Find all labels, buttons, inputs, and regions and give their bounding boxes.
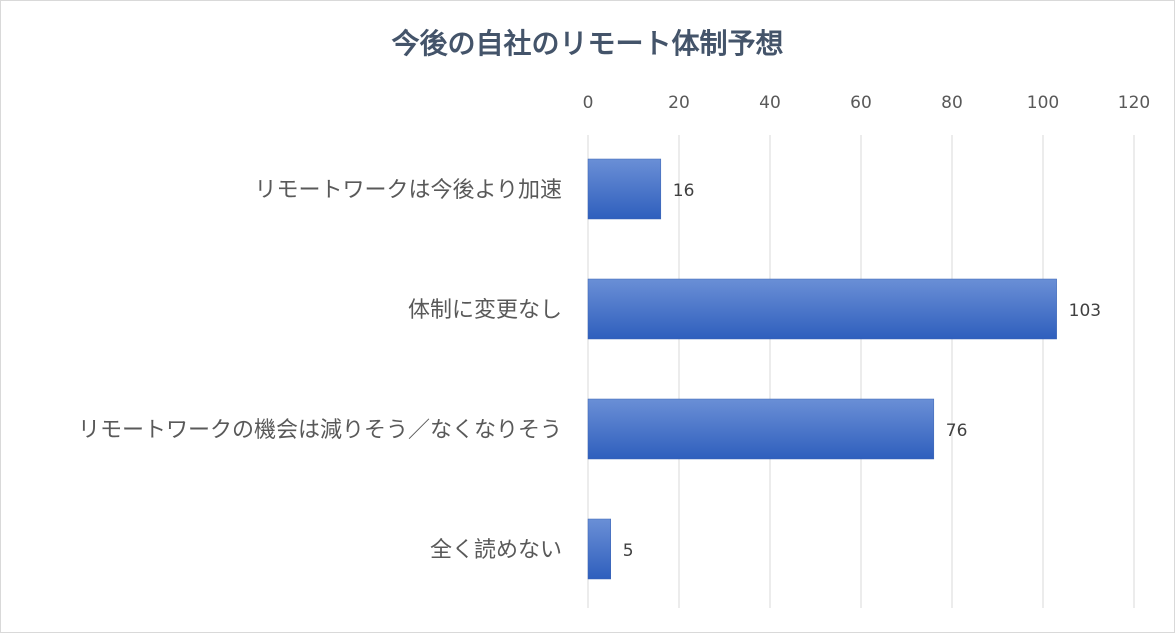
x-tick-label: 80 [941, 93, 963, 113]
bar [587, 518, 611, 580]
x-tick-label: 0 [583, 93, 594, 113]
category-labels: リモートワークは今後より加速体制に変更なしリモートワークの機会は減りそう／なくな… [78, 178, 562, 563]
data-labels: 16 103 76 5 [623, 181, 1101, 561]
gridlines [587, 135, 1135, 608]
data-label: 103 [1069, 301, 1101, 321]
bar [587, 158, 662, 220]
bars [587, 158, 1057, 580]
x-axis-tick-labels: 0 20 40 60 80 100 120 [583, 93, 1151, 113]
x-tick-label: 100 [1027, 93, 1059, 113]
x-tick-label: 120 [1118, 93, 1150, 113]
data-label: 76 [946, 421, 968, 441]
data-label: 16 [673, 181, 695, 201]
chart-title: 今後の自社のリモート体制予想 [391, 27, 784, 60]
category-label: リモートワークの機会は減りそう／なくなりそう [78, 418, 562, 443]
category-label: 体制に変更なし [408, 298, 562, 323]
category-label: リモートワークは今後より加速 [254, 178, 562, 203]
x-tick-label: 20 [668, 93, 690, 113]
category-label: 全く読めない [430, 538, 562, 563]
data-label: 5 [623, 541, 634, 561]
bar [587, 278, 1057, 340]
x-tick-label: 40 [759, 93, 781, 113]
x-tick-label: 60 [850, 93, 872, 113]
bar [587, 398, 935, 460]
